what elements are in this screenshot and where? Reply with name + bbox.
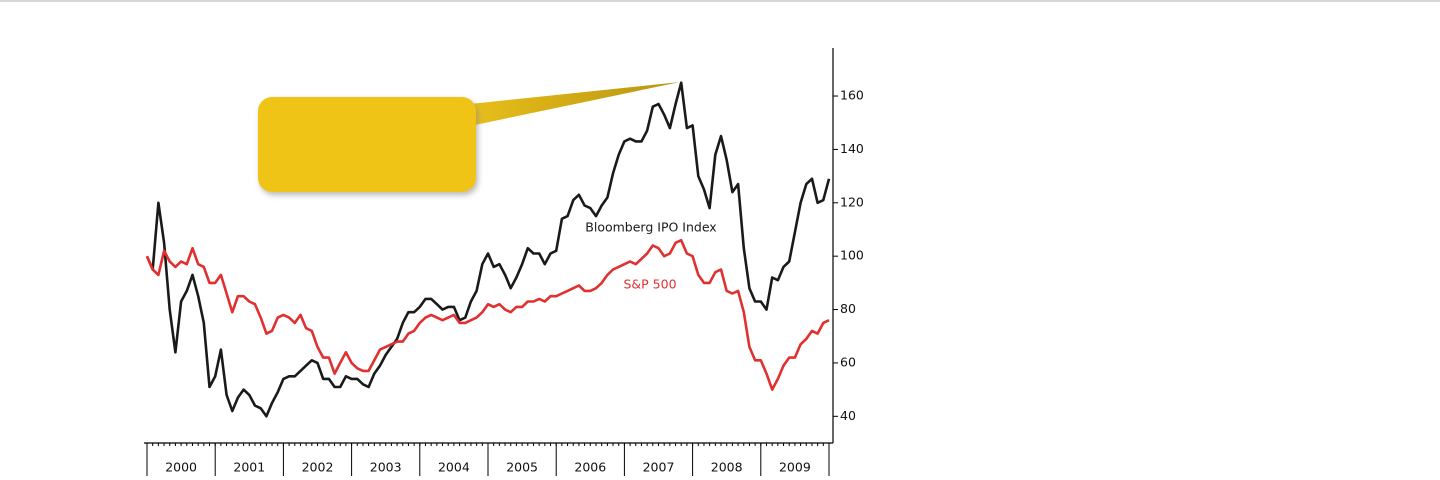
- series-label: Bloomberg IPO Index: [585, 220, 716, 235]
- x-tick-label: 2003: [370, 460, 402, 475]
- x-tick-label: 2009: [779, 460, 811, 475]
- x-tick-label: 2005: [506, 460, 538, 475]
- y-tick-label: 40: [840, 408, 856, 423]
- series-line: [145, 238, 830, 391]
- x-tick-label: 2008: [711, 460, 743, 475]
- x-tick-label: 2004: [438, 460, 470, 475]
- callout-box: [258, 97, 476, 192]
- y-tick-label: 120: [840, 194, 864, 209]
- y-tick-label: 80: [840, 301, 856, 316]
- x-tick-label: 2006: [574, 460, 606, 475]
- top-border: [0, 0, 1440, 2]
- y-tick-label: 160: [840, 88, 864, 103]
- series-label: S&P 500: [623, 277, 676, 292]
- x-tick-label: 2002: [302, 460, 334, 475]
- x-tick-label: 2001: [233, 460, 265, 475]
- x-tick-label: 2007: [643, 460, 675, 475]
- y-tick-label: 100: [840, 248, 864, 263]
- y-tick-label: 60: [840, 354, 856, 369]
- series-line: [145, 81, 831, 418]
- y-tick-label: 140: [840, 141, 864, 156]
- x-tick-label: 2000: [165, 460, 197, 475]
- callout-tail: [470, 82, 680, 126]
